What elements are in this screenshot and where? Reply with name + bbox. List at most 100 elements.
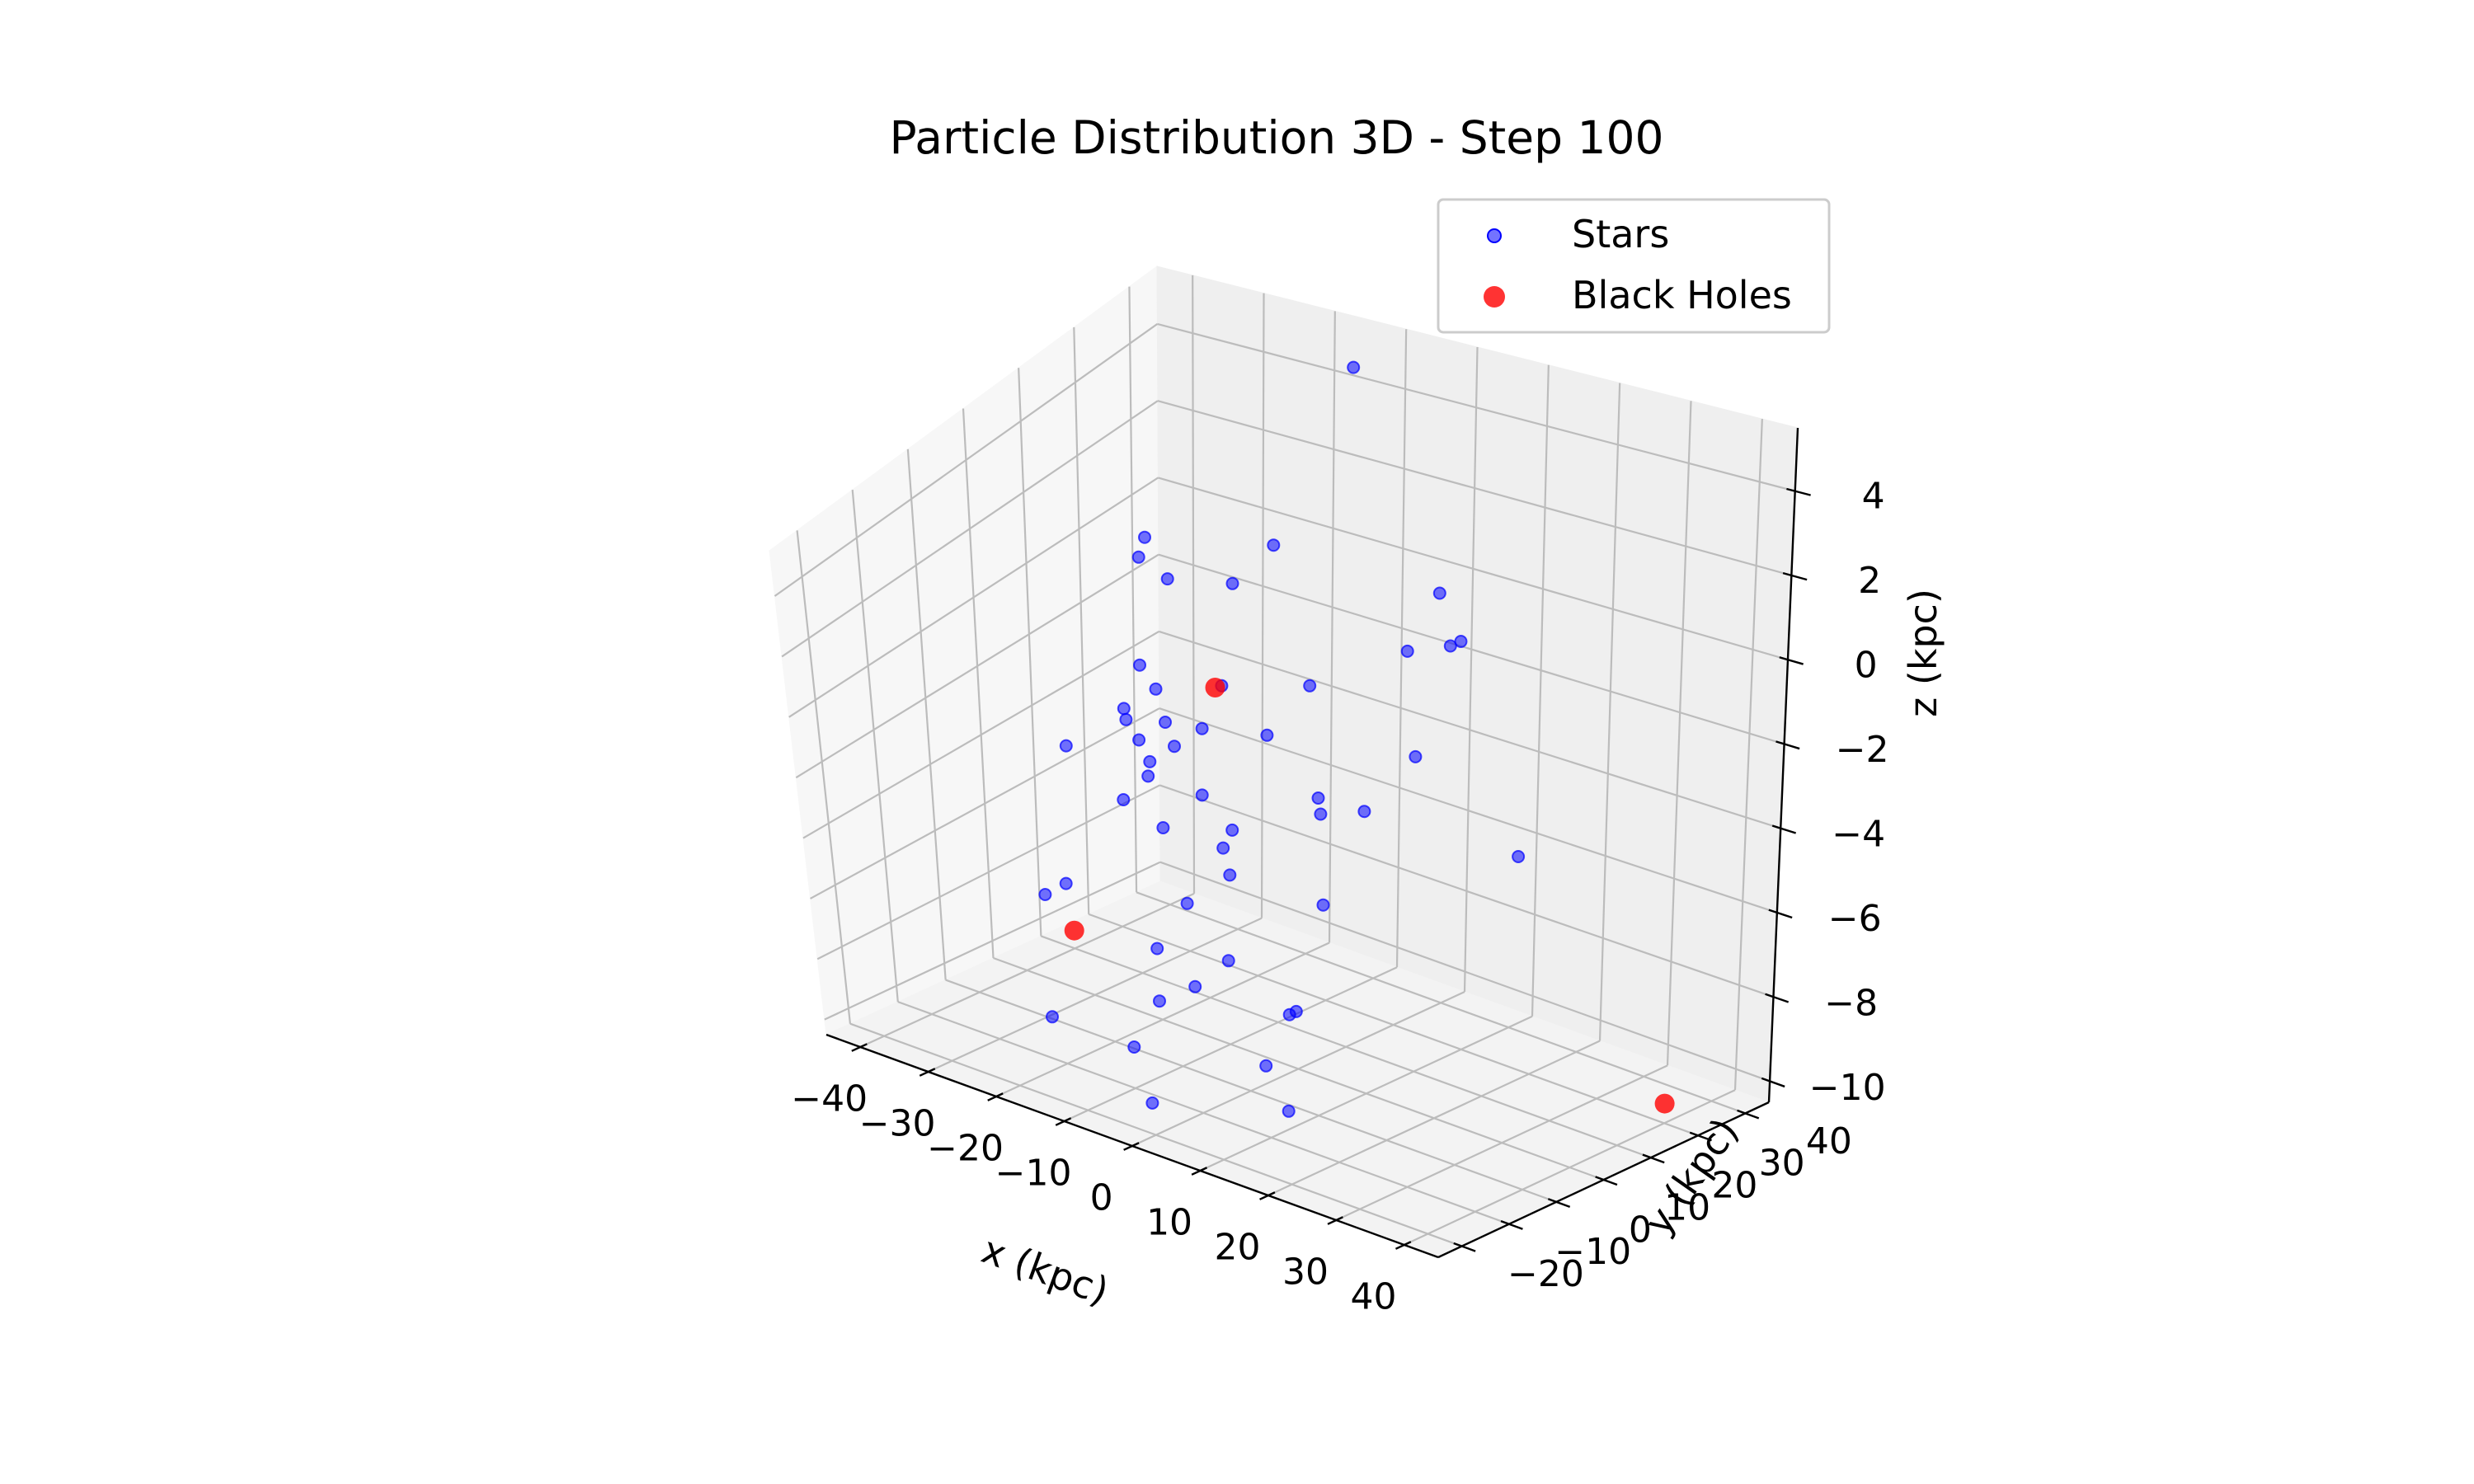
grid-line-z-left (816, 784, 1160, 960)
grid-line-x-back (1531, 364, 1550, 1017)
z-tick (1786, 487, 1811, 496)
grid-line-x-back (1598, 383, 1621, 1041)
grid-line-y-left (906, 448, 947, 980)
star-point (1316, 898, 1330, 912)
star-point (1180, 896, 1194, 910)
x-tick (987, 1092, 1004, 1101)
star-point (1141, 769, 1155, 783)
grid-line-y-left (1018, 368, 1042, 937)
z-tick-label: −10 (1809, 1067, 1886, 1109)
z-tick (1782, 571, 1808, 581)
grid-line-x-back (1260, 293, 1265, 918)
star-point (1267, 538, 1281, 552)
star-point (1059, 876, 1073, 890)
z-tick-label: 2 (1858, 560, 1881, 602)
star-point (1400, 644, 1414, 658)
star-point (1282, 1104, 1296, 1118)
grid-line-y-floor (1088, 913, 1699, 1137)
y-tick (1689, 1131, 1712, 1142)
x-tick (1259, 1191, 1276, 1200)
grid-line-y-floor (993, 956, 1604, 1181)
grid-lines (774, 275, 1795, 1247)
data-points (1038, 360, 1675, 1118)
grid-line-y-left (851, 489, 899, 1003)
x-tick (919, 1068, 936, 1077)
grid-line-x-back (1395, 329, 1408, 968)
star-point (1225, 576, 1239, 590)
star-point (1117, 793, 1131, 806)
legend-black-holes-marker (1484, 286, 1505, 308)
z-tick (1771, 824, 1797, 834)
x-tick-label: 30 (1282, 1251, 1329, 1293)
x-tick-label: 10 (1146, 1201, 1192, 1243)
grid-line-z-left (824, 861, 1161, 1021)
y-tick-label: 10 (1664, 1186, 1710, 1228)
black-hole-point (1064, 920, 1084, 941)
y-tick (1547, 1198, 1571, 1208)
legend-frame (1437, 198, 1831, 334)
x-tick (1191, 1167, 1208, 1176)
grid-line-z-back (1157, 400, 1792, 576)
y-tick-label: −20 (1507, 1253, 1584, 1295)
x-axis-label: x (kpc) (976, 1227, 1115, 1313)
star-point (1168, 740, 1181, 754)
grid-line-y-floor (1136, 891, 1746, 1115)
y-tick-label: 30 (1759, 1143, 1805, 1185)
y-tick-label: 20 (1711, 1165, 1757, 1207)
star-point (1347, 360, 1361, 374)
z-tick (1776, 740, 1800, 750)
star-point (1225, 823, 1239, 837)
x-tick-label: 0 (1090, 1176, 1113, 1219)
x-tick-label: −40 (791, 1078, 868, 1120)
x-tick (1327, 1216, 1343, 1225)
grid-line-y-floor (897, 1001, 1510, 1225)
star-point (1156, 821, 1170, 834)
star-point (1221, 954, 1235, 968)
star-point (1195, 721, 1209, 735)
black-hole-point (1205, 678, 1225, 697)
star-point (1223, 868, 1237, 882)
grid-line-z-left (802, 630, 1159, 839)
z-tick (1761, 1077, 1785, 1088)
y-tick-label: 40 (1806, 1120, 1852, 1162)
x-tick (1395, 1241, 1412, 1250)
star-point (1145, 1096, 1159, 1110)
grid-line-x-back (1328, 311, 1336, 943)
star-point (1160, 572, 1174, 586)
star-point (1195, 788, 1209, 802)
grid-line-z-back (1159, 861, 1771, 1082)
star-point (1314, 807, 1328, 821)
z-axis-label: z (kpc) (1901, 589, 1945, 717)
x-tick-label: −20 (927, 1127, 1004, 1169)
star-point (1117, 702, 1131, 716)
grid-line-z-left (795, 553, 1159, 779)
grid-line-z-back (1158, 477, 1789, 661)
star-point (1046, 1010, 1059, 1024)
grid-line-x-back (1192, 275, 1196, 894)
star-point (1216, 841, 1230, 855)
grid-line-y-floor (1040, 935, 1652, 1159)
star-point (1409, 749, 1423, 763)
black-hole-point (1654, 1093, 1675, 1114)
grid-line-x-back (1463, 346, 1479, 993)
star-point (1127, 1040, 1141, 1054)
grid-line-z-left (781, 400, 1159, 658)
star-point (1119, 712, 1133, 726)
z-tick (1765, 993, 1790, 1003)
x-tick-label: 20 (1215, 1226, 1261, 1268)
legend-stars-marker (1487, 228, 1502, 243)
grid-line-z-back (1157, 322, 1795, 492)
star-point (1260, 728, 1274, 742)
grid-line-y-left (1128, 286, 1138, 893)
grid-line-z-left (788, 477, 1159, 718)
grid-line-y-left (962, 408, 995, 959)
z-tick-label: −2 (1836, 729, 1889, 771)
y-tick (1595, 1176, 1618, 1186)
y-tick (1642, 1153, 1665, 1164)
star-point (1432, 586, 1446, 600)
grid-line-y-left (796, 530, 852, 1024)
star-point (1153, 994, 1166, 1008)
grid-line-z-back (1159, 630, 1781, 829)
z-tick-label: −6 (1828, 898, 1882, 940)
